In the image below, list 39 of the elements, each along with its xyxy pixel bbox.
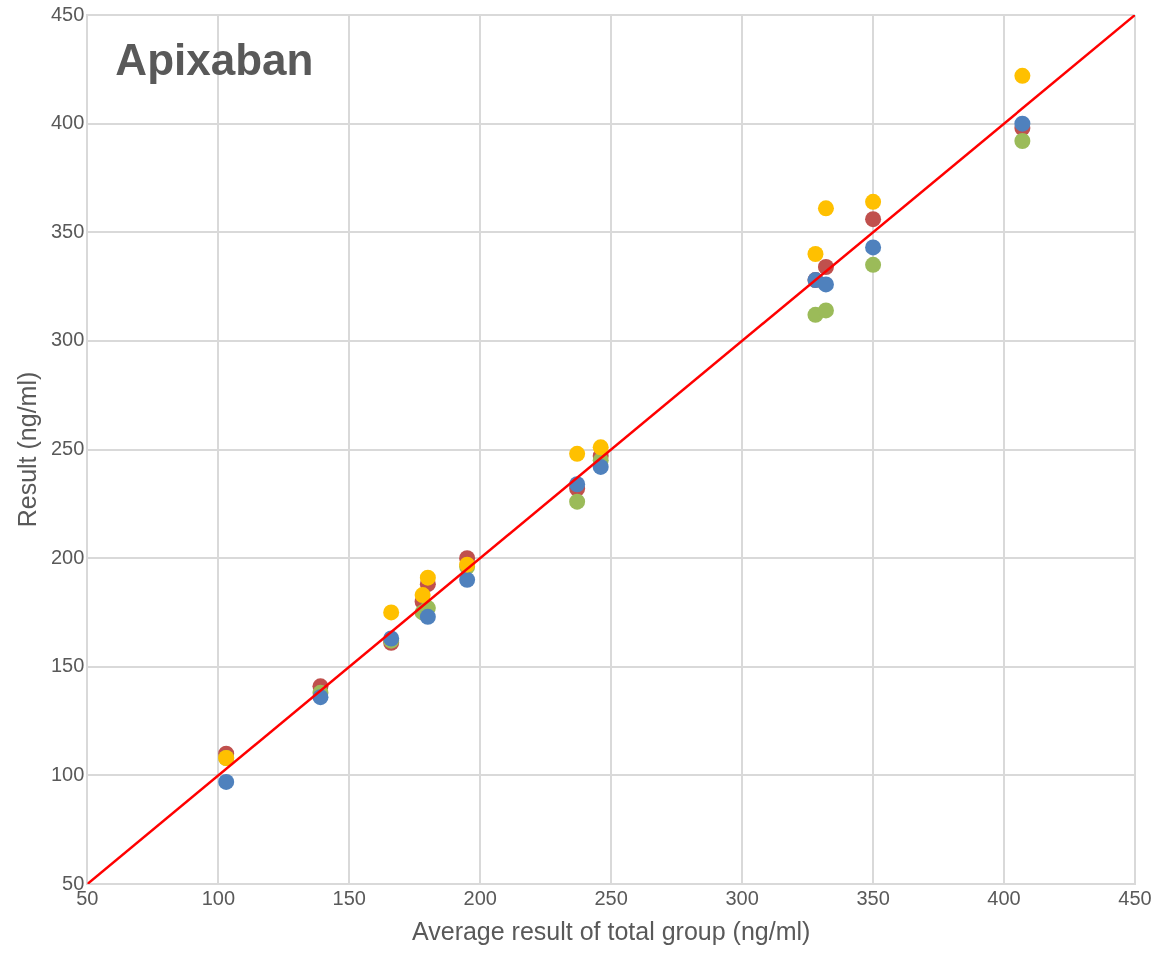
point [807, 245, 824, 262]
point [1014, 115, 1031, 132]
y-tick-label: 300 [50, 328, 85, 351]
point [569, 445, 586, 462]
point [817, 200, 834, 217]
y-tick-label: 150 [50, 654, 85, 677]
point [414, 587, 431, 604]
point [459, 571, 476, 588]
x-tick-label: 150 [332, 886, 366, 909]
y-tick-label: 250 [50, 437, 85, 460]
y-tick-label: 450 [50, 2, 85, 25]
point [1014, 67, 1031, 84]
point [865, 256, 882, 273]
x-tick-label: 100 [201, 886, 236, 909]
point [419, 569, 436, 586]
point [383, 604, 400, 621]
point [817, 302, 834, 319]
x-tick-label: 450 [1118, 886, 1152, 909]
point [1014, 133, 1031, 150]
y-tick-label: 350 [50, 219, 85, 242]
x-axis-title: Average result of total group (ng/ml) [412, 916, 811, 945]
y-tick-label: 100 [50, 762, 85, 785]
point [569, 493, 586, 510]
y-axis-title: Result (ng/ml) [12, 371, 41, 528]
point [865, 239, 882, 256]
x-tick-label: 250 [594, 886, 628, 909]
point [592, 439, 609, 456]
x-tick-label: 400 [987, 886, 1021, 909]
x-tick-label: 200 [463, 886, 497, 909]
point [865, 211, 882, 228]
point [817, 276, 834, 293]
y-tick-label: 400 [50, 111, 85, 134]
point [419, 608, 436, 625]
y-tick-label: 200 [50, 545, 85, 568]
x-tick-label: 300 [725, 886, 759, 909]
x-tick-label: 350 [856, 886, 890, 909]
point [218, 773, 235, 790]
text: Apixaban [115, 35, 314, 85]
point [865, 193, 882, 210]
